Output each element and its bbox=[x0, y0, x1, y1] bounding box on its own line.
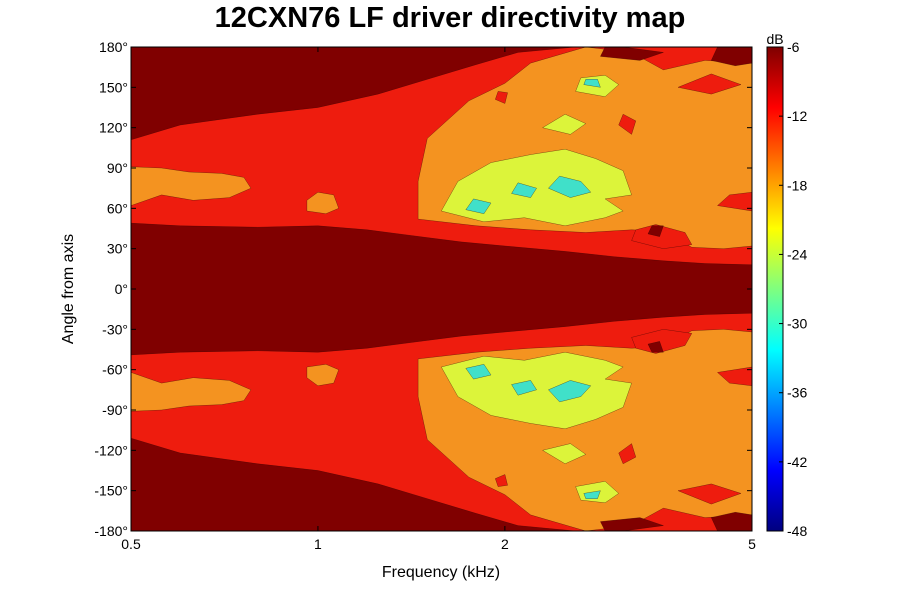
y-tick-label: -60° bbox=[102, 362, 128, 378]
x-tick-label: 5 bbox=[748, 536, 756, 552]
contour-region bbox=[631, 329, 693, 354]
x-tick-label: 2 bbox=[501, 536, 509, 552]
x-axis: 0.5 1 2 5 bbox=[121, 47, 756, 552]
y-axis: 180° 150° 120° 90° 60° 30° 0° -30° -60° -90° -120°… bbox=[94, 39, 752, 539]
contour-region bbox=[677, 483, 742, 505]
contour-region bbox=[306, 191, 339, 214]
colorbar-unit: dB bbox=[766, 31, 783, 47]
y-tick-label: -150° bbox=[94, 483, 128, 499]
colorbar-tick-label: -42 bbox=[787, 454, 807, 470]
contour-region bbox=[583, 79, 601, 88]
colorbar-tick-label: -6 bbox=[787, 39, 800, 55]
colorbar-ticks: -6 -12 -18 -24 -30 -36 -42 -48 bbox=[779, 39, 807, 539]
y-tick-label: 150° bbox=[99, 79, 128, 95]
contour-region bbox=[511, 182, 537, 198]
contour-region bbox=[677, 73, 742, 95]
contour-region bbox=[548, 175, 592, 198]
contour-region bbox=[647, 341, 664, 353]
colorbar-tick-label: -30 bbox=[787, 316, 807, 332]
y-tick-label: 120° bbox=[99, 120, 128, 136]
contour-region bbox=[717, 366, 752, 387]
contour-region bbox=[631, 224, 693, 249]
contour-region bbox=[583, 490, 601, 499]
colorbar-tick-label: -36 bbox=[787, 385, 807, 401]
x-tick-label: 0.5 bbox=[121, 536, 141, 552]
colorbar-tick-label: -18 bbox=[787, 177, 807, 193]
contour-region bbox=[131, 166, 252, 206]
y-tick-label: 60° bbox=[107, 200, 128, 216]
contour-region bbox=[465, 364, 492, 380]
contour-region bbox=[618, 443, 637, 465]
colorbar-tick-label: -12 bbox=[787, 108, 807, 124]
contour-region bbox=[306, 364, 339, 387]
y-tick-label: 0° bbox=[115, 281, 128, 297]
contour-region bbox=[618, 113, 637, 135]
contour-region bbox=[600, 47, 664, 61]
colorbar-tick-label: -24 bbox=[787, 246, 807, 262]
contour-region bbox=[548, 380, 592, 403]
y-tick-label: 90° bbox=[107, 160, 128, 176]
x-tick-label: 1 bbox=[314, 536, 322, 552]
contour-region bbox=[465, 198, 492, 214]
contour-region bbox=[647, 225, 664, 237]
y-tick-label: 180° bbox=[99, 39, 128, 55]
colorbar-tick-label: -48 bbox=[787, 523, 807, 539]
contour-region bbox=[542, 443, 587, 465]
y-tick-label: -180° bbox=[94, 523, 128, 539]
y-tick-label: -120° bbox=[94, 442, 128, 458]
contour-region bbox=[542, 113, 587, 135]
contour-region bbox=[495, 91, 508, 104]
y-tick-label: 30° bbox=[107, 241, 128, 257]
y-tick-label: -30° bbox=[102, 321, 128, 337]
x-axis-label: Frequency (kHz) bbox=[382, 564, 500, 581]
contour-region bbox=[711, 47, 752, 67]
contour-region bbox=[717, 191, 752, 212]
contour-region bbox=[711, 511, 752, 531]
contour-region bbox=[131, 372, 252, 412]
contour-regions bbox=[131, 47, 752, 531]
chart-title: 12CXN76 LF driver directivity map bbox=[214, 2, 686, 34]
contour-region bbox=[600, 517, 664, 531]
contour-region bbox=[511, 380, 537, 396]
colorbar bbox=[766, 46, 784, 532]
y-tick-label: -90° bbox=[102, 402, 128, 418]
contour-region bbox=[495, 474, 508, 487]
y-axis-label: Angle from axis bbox=[60, 234, 77, 344]
